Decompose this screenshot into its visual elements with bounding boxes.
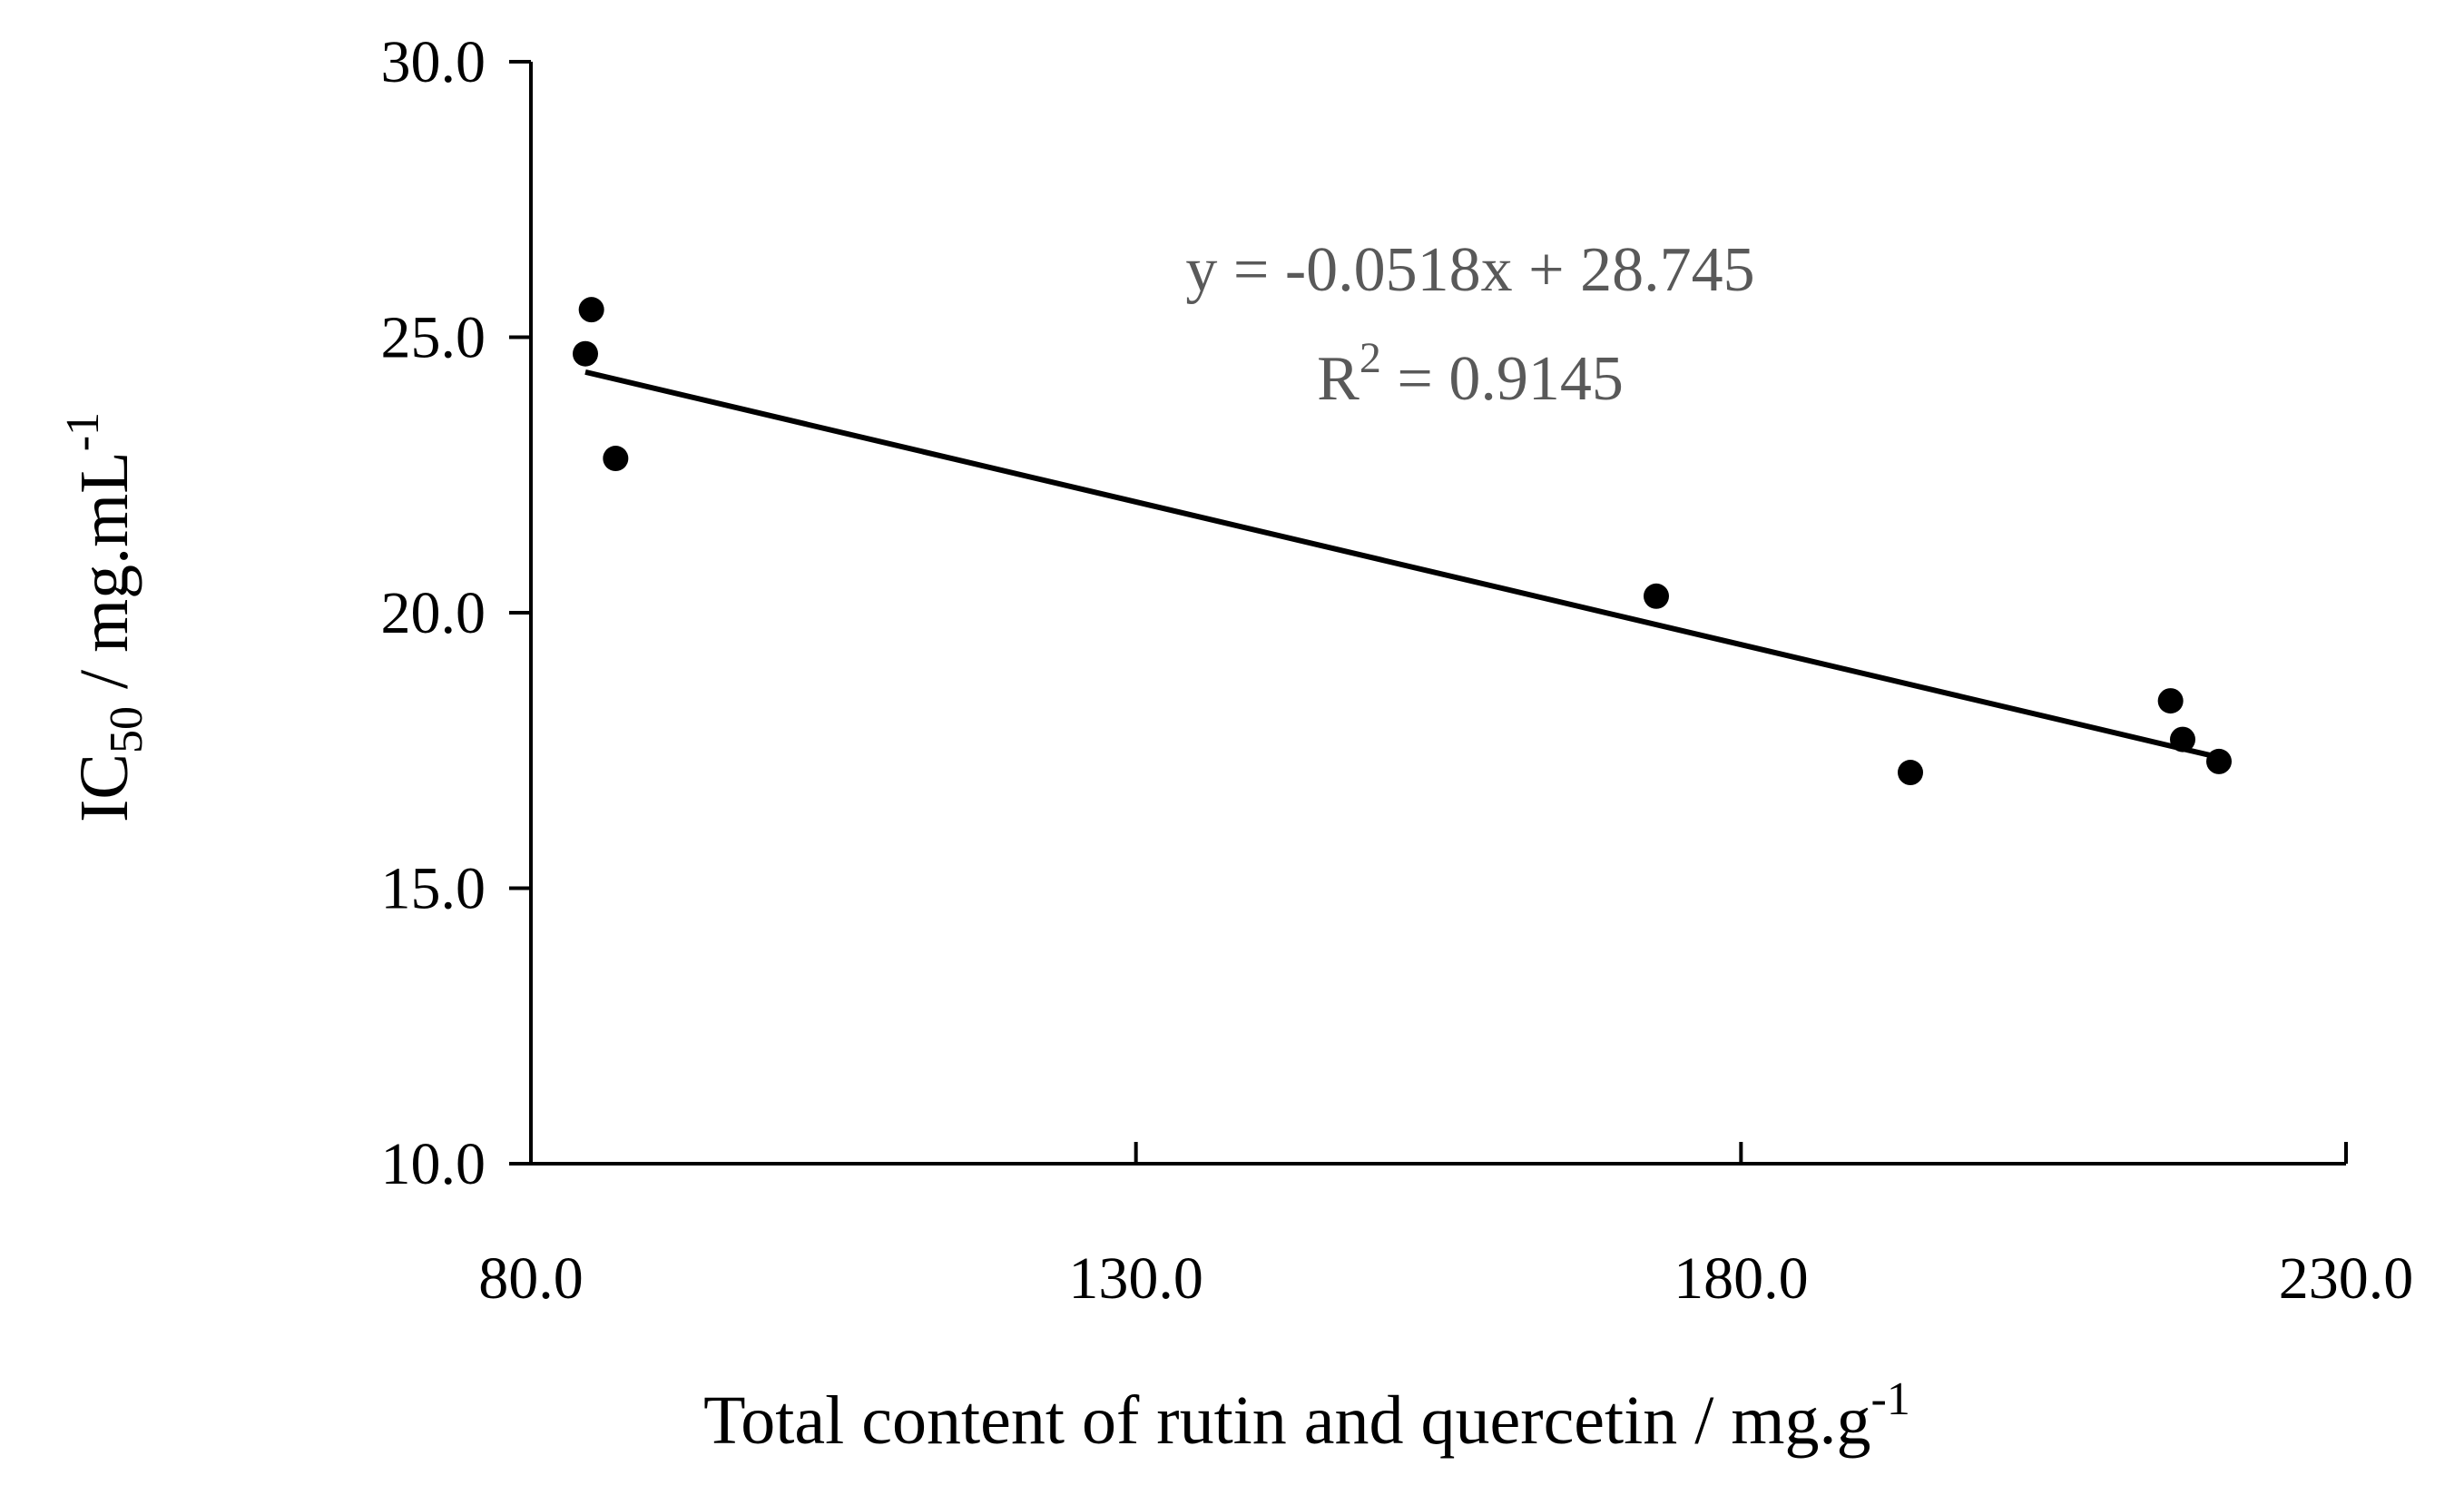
x-tick-label: 230.0: [2279, 1245, 2414, 1312]
x-tick-label: 180.0: [1674, 1245, 1809, 1312]
x-tick-label: 130.0: [1068, 1245, 1203, 1312]
data-point: [2206, 748, 2232, 774]
x-tick-label: 80.0: [478, 1245, 584, 1312]
r-squared-symbol: R: [1317, 344, 1360, 414]
trendline: [584, 369, 2220, 761]
y-axis-title-superscript: -1: [57, 412, 109, 451]
y-axis-title-main: / mg.mL: [66, 451, 142, 706]
y-axis-title-prefix: IC: [66, 753, 142, 822]
trendline-layer: [584, 369, 2220, 761]
data-points: [573, 297, 2232, 786]
data-point: [603, 446, 629, 472]
r-squared-value: = 0.9145: [1381, 344, 1624, 414]
r-squared-annotation: R2 = 0.9145: [1317, 334, 1624, 414]
x-axis-title: Total content of rutin and quercetin / m…: [703, 1373, 1910, 1459]
x-axis-title-main: Total content of rutin and quercetin / m…: [703, 1382, 1870, 1459]
data-point: [578, 297, 604, 323]
y-tick-label: 30.0: [381, 29, 486, 95]
trendline-equation: y = -0.0518x + 28.745: [1185, 235, 1754, 305]
axes: [509, 60, 2348, 1166]
data-point: [2157, 688, 2184, 714]
y-tick-label: 20.0: [381, 580, 486, 646]
y-tick-label: 15.0: [381, 856, 486, 922]
data-point: [2170, 726, 2195, 752]
x-axis-title-superscript: -1: [1871, 1373, 1910, 1425]
tick-labels: 10.0 15.0 20.0 25.0 30.0 80.0 130.0 180.0 230.0: [381, 29, 2414, 1312]
r-squared-superscript: 2: [1360, 334, 1381, 382]
data-point: [573, 340, 598, 367]
y-axis-title: IC50 / mg.mL-1: [57, 412, 152, 822]
data-point: [1898, 760, 1923, 786]
y-axis-title-subscript: 50: [101, 706, 152, 753]
y-tick-label: 25.0: [381, 305, 486, 371]
y-tick-label: 10.0: [381, 1131, 486, 1197]
data-point: [1644, 583, 1669, 609]
